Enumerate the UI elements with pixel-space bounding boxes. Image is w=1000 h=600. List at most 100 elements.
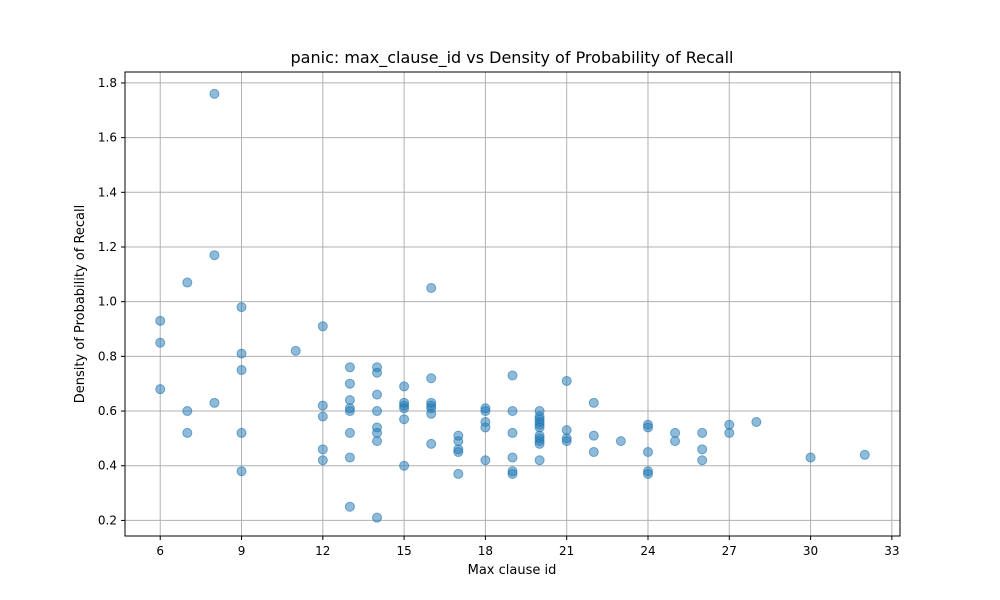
scatter-point (670, 427, 681, 438)
scatter-point (182, 277, 193, 288)
y-tick-label: 0.2 (98, 513, 117, 527)
scatter-point (561, 375, 572, 386)
scatter-point (588, 430, 599, 441)
scatter-point (344, 378, 355, 389)
scatter-point (209, 250, 220, 261)
scatter-point (507, 452, 518, 463)
y-tick-label: 0.4 (98, 459, 117, 473)
scatter-point (372, 389, 383, 400)
scatter-point (751, 416, 762, 427)
scatter-point (399, 460, 410, 471)
x-tick-label: 27 (722, 544, 737, 558)
scatter-point (209, 88, 220, 99)
scatter-point (453, 447, 464, 458)
scatter-point (588, 397, 599, 408)
scatter-point (317, 400, 328, 411)
scatter-point (724, 427, 735, 438)
scatter-point (236, 302, 247, 313)
scatter-point (534, 438, 545, 449)
scatter-point (534, 422, 545, 433)
scatter-point (426, 438, 437, 449)
y-tick-label: 0.8 (98, 349, 117, 363)
scatter-point (426, 408, 437, 419)
scatter-point (859, 449, 870, 460)
scatter-point (155, 315, 166, 326)
x-axis-label: Max clause id (468, 563, 557, 578)
scatter-point (507, 468, 518, 479)
x-tick-label: 21 (559, 544, 574, 558)
scatter-point (317, 444, 328, 455)
scatter-point (236, 466, 247, 477)
y-tick-label: 1.0 (98, 295, 117, 309)
scatter-point (182, 406, 193, 417)
scatter-point (344, 406, 355, 417)
x-axis-ticks: 6 9 12 15 18 21 24 27 30 33 (156, 536, 900, 558)
scatter-point (344, 452, 355, 463)
scatter-point (805, 452, 816, 463)
x-tick-label: 33 (884, 544, 899, 558)
scatter-point (561, 425, 572, 436)
chart-title: panic: max_clause_id vs Density of Proba… (291, 48, 734, 68)
y-axis-label: Density of Probability of Recall (73, 205, 88, 404)
scatter-point (561, 436, 572, 447)
scatter-point (399, 403, 410, 414)
scatter-point (317, 321, 328, 332)
plot-frame (124, 71, 901, 537)
scatter-point (615, 436, 626, 447)
scatter-point (372, 427, 383, 438)
scatter-point (236, 427, 247, 438)
scatter-point (642, 468, 653, 479)
scatter-point (236, 348, 247, 359)
scatter-point (642, 447, 653, 458)
scatter-point (697, 427, 708, 438)
scatter-point (724, 419, 735, 430)
scatter-point (426, 373, 437, 384)
scatter-point (317, 455, 328, 466)
scatter-point (588, 447, 599, 458)
x-tick-label: 24 (640, 544, 655, 558)
scatter-point (426, 283, 437, 294)
scatter-point (236, 365, 247, 376)
y-axis-ticks: 0.2 0.4 0.6 0.8 1.0 1.2 1.4 1.6 1.8 (98, 76, 125, 527)
scatter-point (372, 367, 383, 378)
x-tick-label: 18 (478, 544, 493, 558)
scatter-point (480, 406, 491, 417)
x-tick-label: 6 (156, 544, 164, 558)
scatter-point (642, 422, 653, 433)
scatter-point (372, 406, 383, 417)
scatter-point (372, 436, 383, 447)
scatter-point (344, 395, 355, 406)
scatter-point (209, 397, 220, 408)
scatter-point (344, 501, 355, 512)
scatter-point (534, 455, 545, 466)
scatter-point (697, 455, 708, 466)
scatter-point (480, 422, 491, 433)
scatter-point (480, 455, 491, 466)
scatter-point (344, 362, 355, 373)
x-tick-label: 9 (238, 544, 246, 558)
scatter-point (697, 444, 708, 455)
scatter-point (670, 436, 681, 447)
scatter-point (317, 411, 328, 422)
scatter-point (399, 414, 410, 425)
y-tick-label: 1.8 (98, 76, 117, 90)
x-tick-label: 30 (803, 544, 818, 558)
scatter-point (507, 427, 518, 438)
scatter-point (290, 345, 301, 356)
x-tick-label: 12 (315, 544, 330, 558)
scatter-point (453, 436, 464, 447)
scatter-point (372, 512, 383, 523)
x-tick-label: 15 (396, 544, 411, 558)
scatter-point (453, 468, 464, 479)
y-tick-label: 1.2 (98, 240, 117, 254)
data-points (155, 88, 870, 523)
scatter-point (507, 370, 518, 381)
scatter-point (507, 406, 518, 417)
scatter-point (155, 337, 166, 348)
scatter-point (155, 384, 166, 395)
scatter-point (182, 427, 193, 438)
y-tick-label: 1.6 (98, 131, 117, 145)
y-tick-label: 0.6 (98, 404, 117, 418)
